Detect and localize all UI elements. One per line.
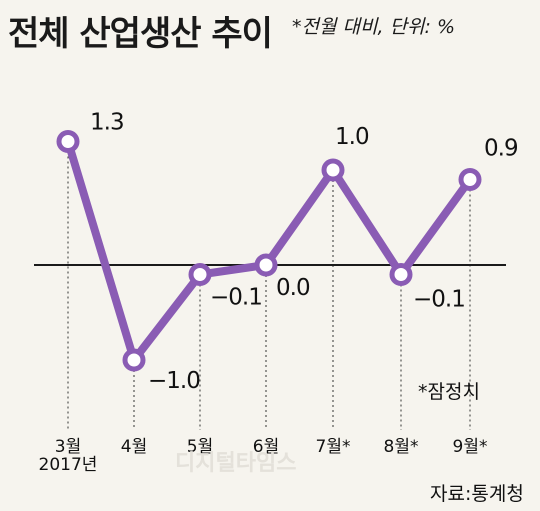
- data-label: −0.1: [210, 285, 262, 311]
- data-point: [389, 263, 413, 286]
- watermark: 디지털타임스: [175, 451, 296, 476]
- data-point: [122, 348, 146, 372]
- data-label: 1.3: [90, 110, 124, 136]
- x-tick-label: 9월*: [453, 437, 488, 457]
- guide-lines: [67, 141, 471, 430]
- x-tick-labels: 3월 4월 5월 6월 7월* 8월* 9월*: [55, 437, 488, 457]
- data-label: −0.1: [413, 287, 465, 313]
- data-point: [188, 263, 212, 286]
- data-point: [458, 168, 482, 191]
- data-labels: 1.3 −1.0 −0.1 0.0 1.0 −0.1 0.9: [90, 110, 519, 395]
- data-label: 0.9: [484, 136, 518, 162]
- chart-title: 전체 산업생산 추이: [8, 14, 273, 54]
- x-tick-label: 8월*: [384, 437, 419, 457]
- year-label: 2017년: [39, 455, 98, 475]
- data-point: [321, 158, 345, 182]
- data-point: [56, 130, 80, 153]
- data-label: −1.0: [148, 368, 200, 394]
- series-line: [64, 137, 474, 364]
- data-label: 1.0: [335, 124, 369, 150]
- chart-subtitle: *전월 대비, 단위: %: [292, 16, 455, 38]
- provisional-note: *잠정치: [418, 381, 480, 403]
- x-tick-label: 6월: [253, 437, 279, 457]
- source-label: 자료:통계청: [430, 483, 524, 505]
- x-tick-label: 7월*: [316, 437, 351, 457]
- x-tick-label: 5월: [187, 437, 213, 457]
- data-point: [254, 253, 278, 277]
- data-points: [56, 130, 482, 372]
- data-label: 0.0: [276, 275, 310, 301]
- x-tick-label: 3월: [55, 437, 81, 457]
- x-tick-label: 4월: [121, 437, 147, 457]
